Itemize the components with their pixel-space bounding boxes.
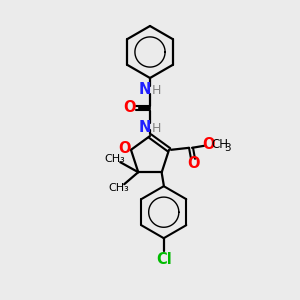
Text: 3: 3: [224, 143, 230, 153]
Text: CH₃: CH₃: [109, 183, 130, 193]
Text: O: O: [123, 100, 135, 116]
Text: CH₃: CH₃: [105, 154, 126, 164]
Text: O: O: [187, 156, 199, 171]
Text: N: N: [139, 82, 151, 97]
Text: N: N: [139, 119, 151, 134]
Text: Cl: Cl: [156, 252, 172, 267]
Text: CH: CH: [212, 138, 229, 151]
Text: O: O: [202, 137, 214, 152]
Text: H: H: [151, 122, 161, 136]
Text: H: H: [151, 85, 161, 98]
Text: O: O: [119, 141, 131, 156]
